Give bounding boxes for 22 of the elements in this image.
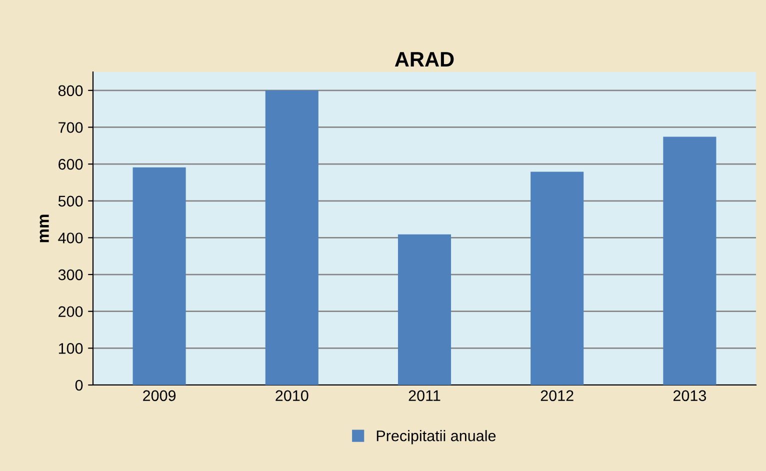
bar — [663, 136, 716, 385]
y-tick-label: 700 — [58, 122, 83, 133]
y-tick-label: 300 — [58, 269, 83, 280]
y-tick-label: 500 — [58, 196, 83, 207]
y-tick-label: 600 — [58, 158, 83, 170]
x-tick-label: 2010 — [276, 390, 308, 402]
x-tick-label: 2012 — [540, 390, 574, 402]
chart-title: ARAD — [394, 52, 454, 66]
bar — [530, 172, 584, 385]
bar — [265, 90, 318, 385]
x-tick-label: 2011 — [408, 390, 440, 402]
y-tick-label: 400 — [58, 232, 83, 244]
y-tick-label: 100 — [58, 343, 83, 354]
y-tick-label: 0 — [75, 380, 83, 391]
y-axis-title: mm — [40, 214, 49, 242]
bar — [398, 234, 452, 385]
y-tick-label: 800 — [58, 85, 83, 96]
x-tick-label: 2013 — [673, 390, 706, 402]
x-tick-label: 2009 — [143, 390, 176, 402]
y-tick-label: 200 — [58, 306, 83, 318]
legend-label: Precipitatii anuale — [376, 430, 496, 444]
bar — [132, 167, 186, 385]
